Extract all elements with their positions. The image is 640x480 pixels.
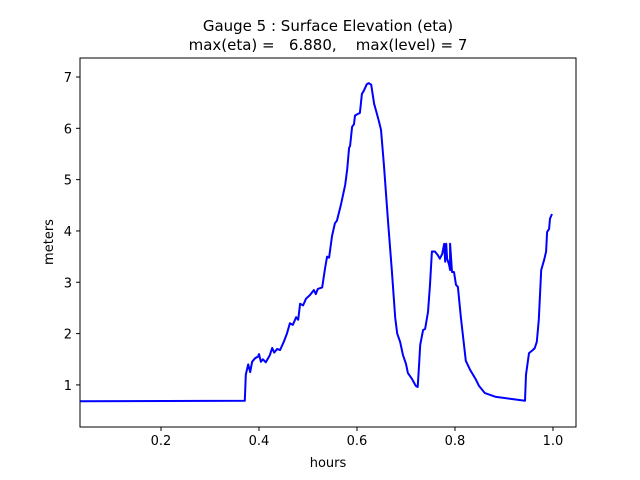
y-tick-label: 4 <box>64 225 72 240</box>
chart-title-line2: max(eta) = 6.880, max(level) = 7 <box>189 36 468 54</box>
y-tick-label: 2 <box>64 328 72 343</box>
x-tick-label: 0.8 <box>445 434 466 449</box>
x-tick-label: 1.0 <box>543 434 564 449</box>
chart-title-line1: Gauge 5 : Surface Elevation (eta) <box>203 17 453 35</box>
x-tick-label: 0.6 <box>347 434 368 449</box>
y-axis-ticks: 1 2 3 4 5 6 7 <box>64 71 80 394</box>
y-tick-label: 1 <box>64 379 72 394</box>
x-tick-label: 0.4 <box>249 434 270 449</box>
axes-frame <box>79 57 577 428</box>
y-tick-label: 6 <box>64 122 72 137</box>
x-axis-label: hours <box>310 456 347 471</box>
y-tick-label: 7 <box>64 71 72 86</box>
series-line-eta <box>79 82 553 403</box>
y-tick-label: 5 <box>64 174 72 189</box>
x-axis-ticks: 0.2 0.4 0.6 0.8 1.0 <box>151 427 564 449</box>
x-tick-label: 0.2 <box>151 434 172 449</box>
y-tick-label: 3 <box>64 276 72 291</box>
y-axis-label: meters <box>42 219 57 265</box>
